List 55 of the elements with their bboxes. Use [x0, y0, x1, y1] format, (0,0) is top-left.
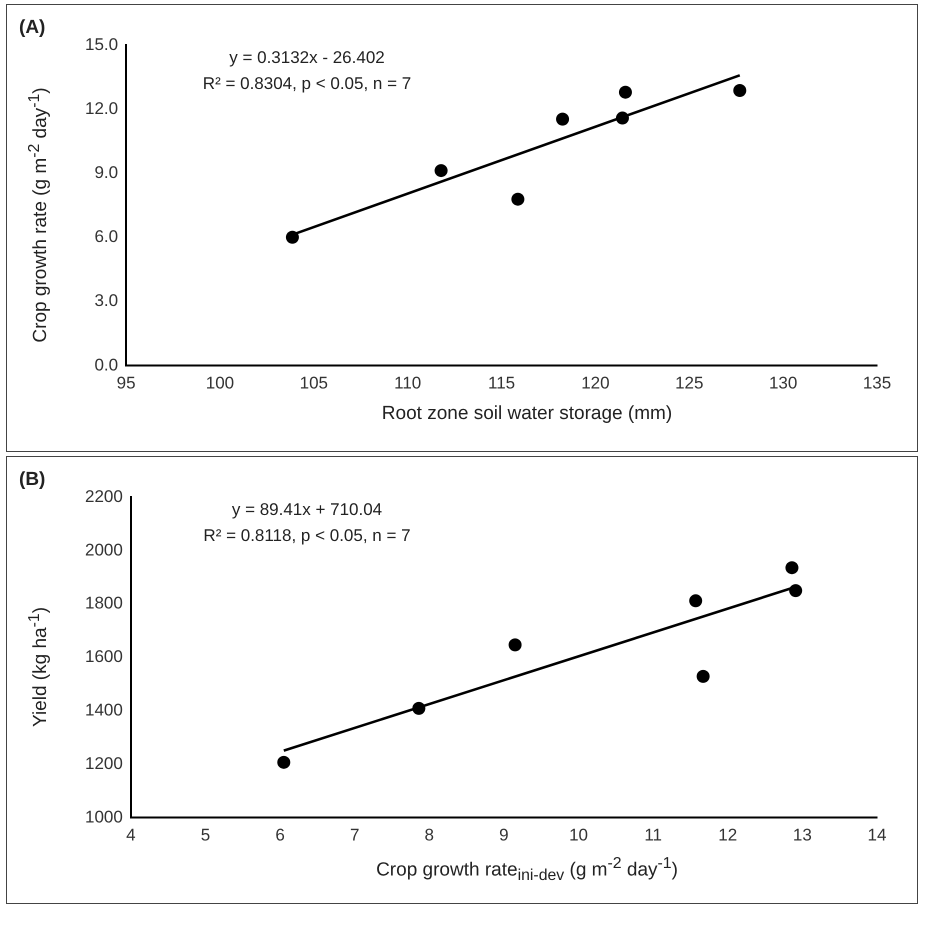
y-tick-label: 12.0	[84, 98, 118, 118]
x-tick-label: 135	[862, 373, 892, 392]
x-tick-label: 11	[644, 825, 662, 844]
y-tick-label: 1400	[84, 700, 123, 720]
y-tick-label: 1800	[84, 594, 123, 613]
point	[616, 112, 629, 125]
point	[286, 230, 299, 244]
point	[696, 670, 710, 683]
text: (B)	[19, 469, 46, 491]
x-tick-label: 7	[350, 825, 360, 844]
x-tick-label: 12	[718, 825, 738, 844]
x-tick-label: 8	[424, 825, 434, 844]
point	[618, 86, 632, 99]
annotation: R² = 0.8304, p < 0.05, n = 7	[202, 73, 412, 95]
x-tick-label: 125	[675, 373, 704, 392]
annotation: R² = 0.8118, p < 0.05, n = 7	[202, 525, 412, 547]
y-tick-label: 1200	[84, 754, 123, 773]
x-tick-label: 6	[275, 825, 285, 844]
point	[508, 638, 522, 652]
y-tick-label: 1000	[84, 807, 123, 826]
y-tick-label: 15.0	[84, 34, 118, 54]
y-tick-label: 2000	[84, 540, 123, 560]
y-tick-label: 0.0	[94, 355, 118, 374]
x-tick-label: 13	[792, 825, 812, 844]
annotation: y = 0.3132x - 26.402	[228, 47, 386, 69]
point	[689, 594, 702, 608]
point	[785, 561, 798, 574]
x-tick-label: 100	[206, 373, 234, 392]
annotation: y = 89.41x + 710.04	[230, 499, 384, 521]
x-tick-label: 14	[868, 825, 886, 844]
point	[733, 84, 746, 97]
y-tick-label: 2200	[84, 486, 123, 506]
text: (A)	[19, 17, 46, 39]
y-tick-label: 1600	[84, 647, 123, 666]
point	[412, 702, 426, 715]
x-tick-label: 4	[126, 825, 136, 844]
point	[556, 112, 570, 126]
point	[511, 192, 524, 206]
x-tick-label: 95	[116, 373, 136, 392]
x-tick-label: 130	[768, 373, 798, 392]
x-tick-label: 105	[300, 373, 328, 392]
x-tick-label: 5	[200, 825, 210, 844]
x-tick-label: 115	[488, 373, 516, 392]
y-tick-label: 6.0	[94, 227, 118, 246]
x-axis-title: Crop growth rate$_{ini-dev}$ (g m$^{-2}$ day$^{-1}$)	[376, 855, 678, 886]
x-axis-title: Root zone soil water storage (mm)	[382, 403, 672, 425]
x-tick-label: 9	[499, 825, 509, 844]
point	[277, 756, 290, 769]
point	[434, 164, 448, 178]
x-tick-label: 110	[394, 373, 422, 392]
y-tick-label: 9.0	[94, 163, 118, 182]
point	[789, 584, 802, 598]
x-tick-label: 10	[569, 825, 588, 844]
y-tick-label: 3.0	[94, 291, 118, 310]
x-tick-label: 120	[581, 373, 610, 392]
